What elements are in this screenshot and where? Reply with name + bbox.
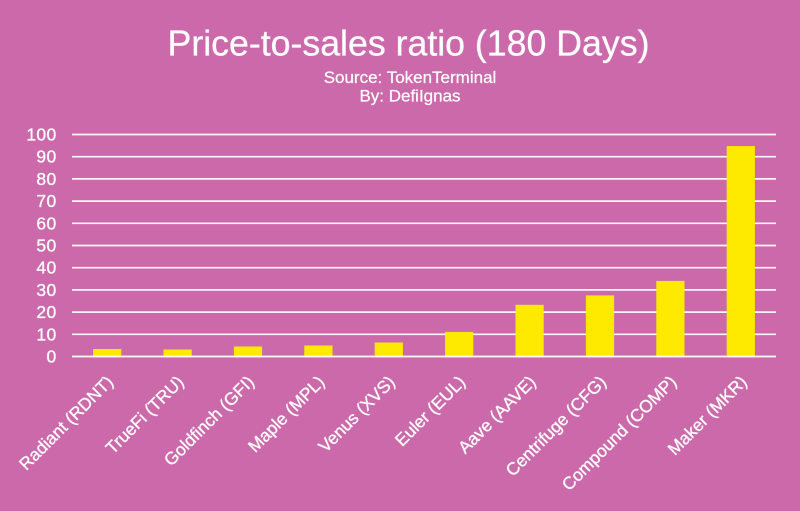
svg-text:By: DefiIgnas: By: DefiIgnas xyxy=(359,87,460,106)
svg-text:Price-to-sales ratio (180 Days: Price-to-sales ratio (180 Days) xyxy=(168,24,650,64)
svg-text:60: 60 xyxy=(36,213,56,233)
svg-text:0: 0 xyxy=(46,347,56,367)
svg-text:Source: TokenTerminal: Source: TokenTerminal xyxy=(324,68,497,87)
svg-text:80: 80 xyxy=(36,169,56,189)
svg-text:70: 70 xyxy=(36,191,56,211)
svg-text:20: 20 xyxy=(36,302,56,322)
svg-text:50: 50 xyxy=(36,236,56,256)
svg-text:30: 30 xyxy=(36,280,56,300)
svg-text:100: 100 xyxy=(26,125,56,145)
svg-text:40: 40 xyxy=(36,258,56,278)
svg-text:10: 10 xyxy=(36,324,56,344)
svg-text:90: 90 xyxy=(36,147,56,167)
